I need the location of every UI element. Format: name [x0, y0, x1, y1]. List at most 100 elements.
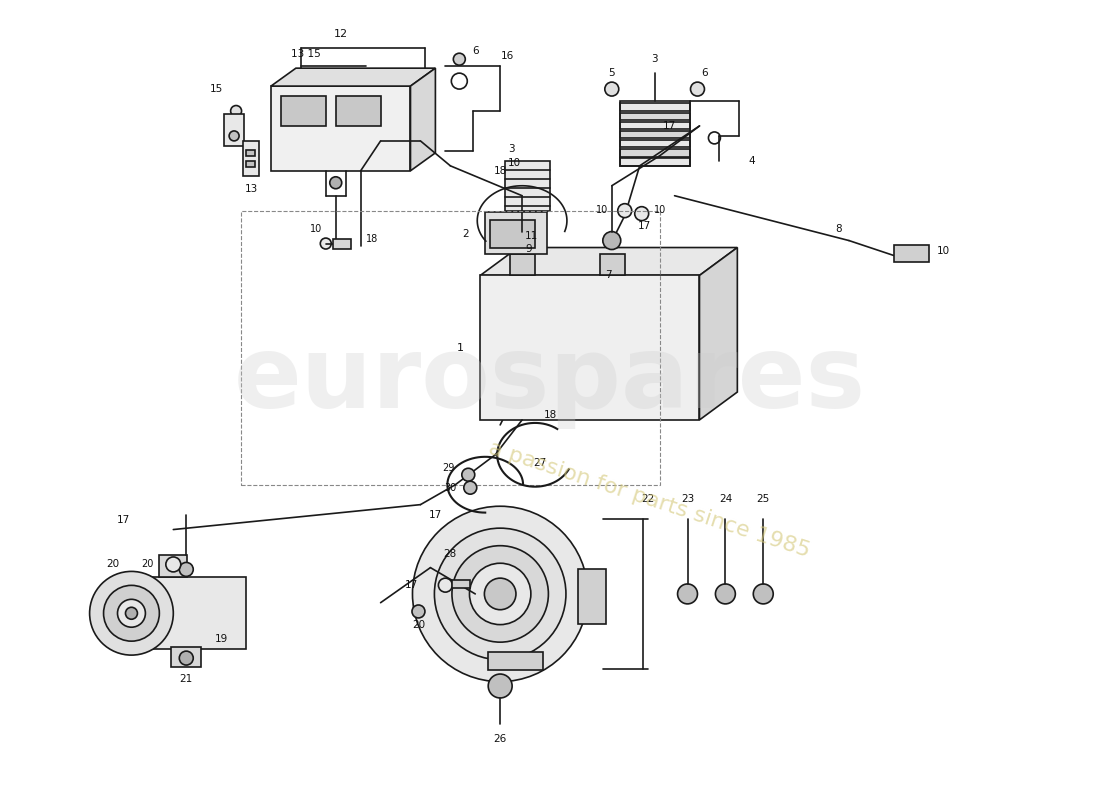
Text: 10: 10	[596, 205, 608, 214]
Bar	[619, 149, 690, 157]
Circle shape	[484, 578, 516, 610]
Bar	[452, 580, 471, 588]
Text: 30: 30	[444, 482, 456, 493]
Circle shape	[434, 528, 565, 660]
Text: 7: 7	[605, 270, 612, 281]
Circle shape	[125, 607, 138, 619]
Circle shape	[464, 482, 476, 494]
Text: 21: 21	[179, 674, 192, 684]
Text: 27: 27	[534, 458, 547, 468]
Circle shape	[179, 651, 194, 665]
Text: 8: 8	[836, 223, 843, 234]
Text: 6: 6	[472, 46, 478, 56]
Text: eurospares: eurospares	[234, 331, 866, 429]
Polygon shape	[271, 86, 410, 170]
Circle shape	[89, 571, 174, 655]
Bar	[619, 140, 690, 147]
Bar	[619, 122, 690, 129]
Text: 20: 20	[107, 559, 120, 570]
Text: 10: 10	[653, 205, 666, 214]
Bar	[619, 131, 690, 138]
Polygon shape	[700, 247, 737, 420]
Text: 23: 23	[681, 494, 694, 505]
Circle shape	[229, 131, 239, 141]
Polygon shape	[271, 68, 436, 86]
Circle shape	[470, 563, 531, 625]
Circle shape	[166, 557, 180, 572]
Text: 2: 2	[462, 229, 469, 238]
Text: 22: 22	[641, 494, 654, 505]
Bar	[336, 96, 381, 126]
Bar	[160, 555, 187, 578]
Bar	[485, 212, 547, 254]
Bar	[172, 647, 201, 667]
Text: 29: 29	[442, 462, 454, 473]
Text: 6: 6	[701, 68, 707, 78]
Circle shape	[453, 54, 465, 65]
Circle shape	[691, 82, 704, 96]
Text: 17: 17	[429, 510, 442, 520]
Text: 4: 4	[748, 156, 755, 166]
Text: 17: 17	[405, 580, 418, 590]
Text: 10: 10	[508, 158, 521, 168]
Circle shape	[118, 599, 145, 627]
Text: 3: 3	[508, 144, 515, 154]
Text: 18: 18	[365, 234, 378, 243]
Text: a passion for parts since 1985: a passion for parts since 1985	[486, 438, 813, 562]
Circle shape	[412, 506, 587, 682]
Bar	[224, 114, 244, 146]
Circle shape	[618, 204, 631, 218]
Bar	[333, 238, 351, 249]
Bar	[505, 161, 550, 210]
Text: 10: 10	[310, 223, 322, 234]
Bar	[488, 652, 543, 670]
Text: 16: 16	[500, 51, 514, 61]
Bar	[619, 101, 690, 166]
Polygon shape	[600, 254, 625, 275]
Circle shape	[605, 82, 619, 96]
Text: 11: 11	[525, 230, 538, 241]
Text: 19: 19	[214, 634, 228, 644]
Bar	[619, 103, 690, 111]
Text: 15: 15	[209, 84, 223, 94]
Circle shape	[179, 562, 194, 576]
Text: 18: 18	[543, 410, 557, 420]
Text: 3: 3	[651, 54, 658, 64]
Text: 26: 26	[494, 734, 507, 744]
Text: 9: 9	[525, 243, 531, 254]
Circle shape	[330, 177, 342, 189]
Polygon shape	[481, 247, 737, 275]
Circle shape	[635, 206, 649, 221]
Text: 20: 20	[141, 559, 153, 570]
Bar	[241, 210, 660, 485]
Bar	[132, 578, 246, 649]
Bar	[246, 150, 255, 156]
Bar	[243, 141, 258, 176]
Bar	[578, 570, 606, 624]
Text: 13 15: 13 15	[292, 50, 321, 59]
Text: 20: 20	[411, 620, 425, 630]
Text: 28: 28	[443, 550, 456, 559]
Text: 17: 17	[117, 514, 130, 525]
Circle shape	[603, 231, 620, 250]
Circle shape	[452, 546, 549, 642]
Text: 18: 18	[494, 166, 507, 176]
Polygon shape	[410, 68, 436, 170]
Circle shape	[412, 605, 425, 618]
Text: 24: 24	[718, 494, 732, 505]
Bar	[619, 113, 690, 120]
Bar	[491, 220, 535, 247]
Circle shape	[488, 674, 513, 698]
Circle shape	[513, 231, 531, 250]
Circle shape	[462, 468, 475, 482]
Circle shape	[715, 584, 736, 604]
Circle shape	[439, 578, 452, 592]
Circle shape	[103, 586, 160, 641]
Text: 17: 17	[638, 221, 651, 230]
Bar	[280, 96, 326, 126]
Text: 10: 10	[937, 246, 950, 255]
Circle shape	[320, 238, 331, 249]
Circle shape	[754, 584, 773, 604]
Text: 13: 13	[244, 184, 257, 194]
Polygon shape	[481, 275, 700, 420]
